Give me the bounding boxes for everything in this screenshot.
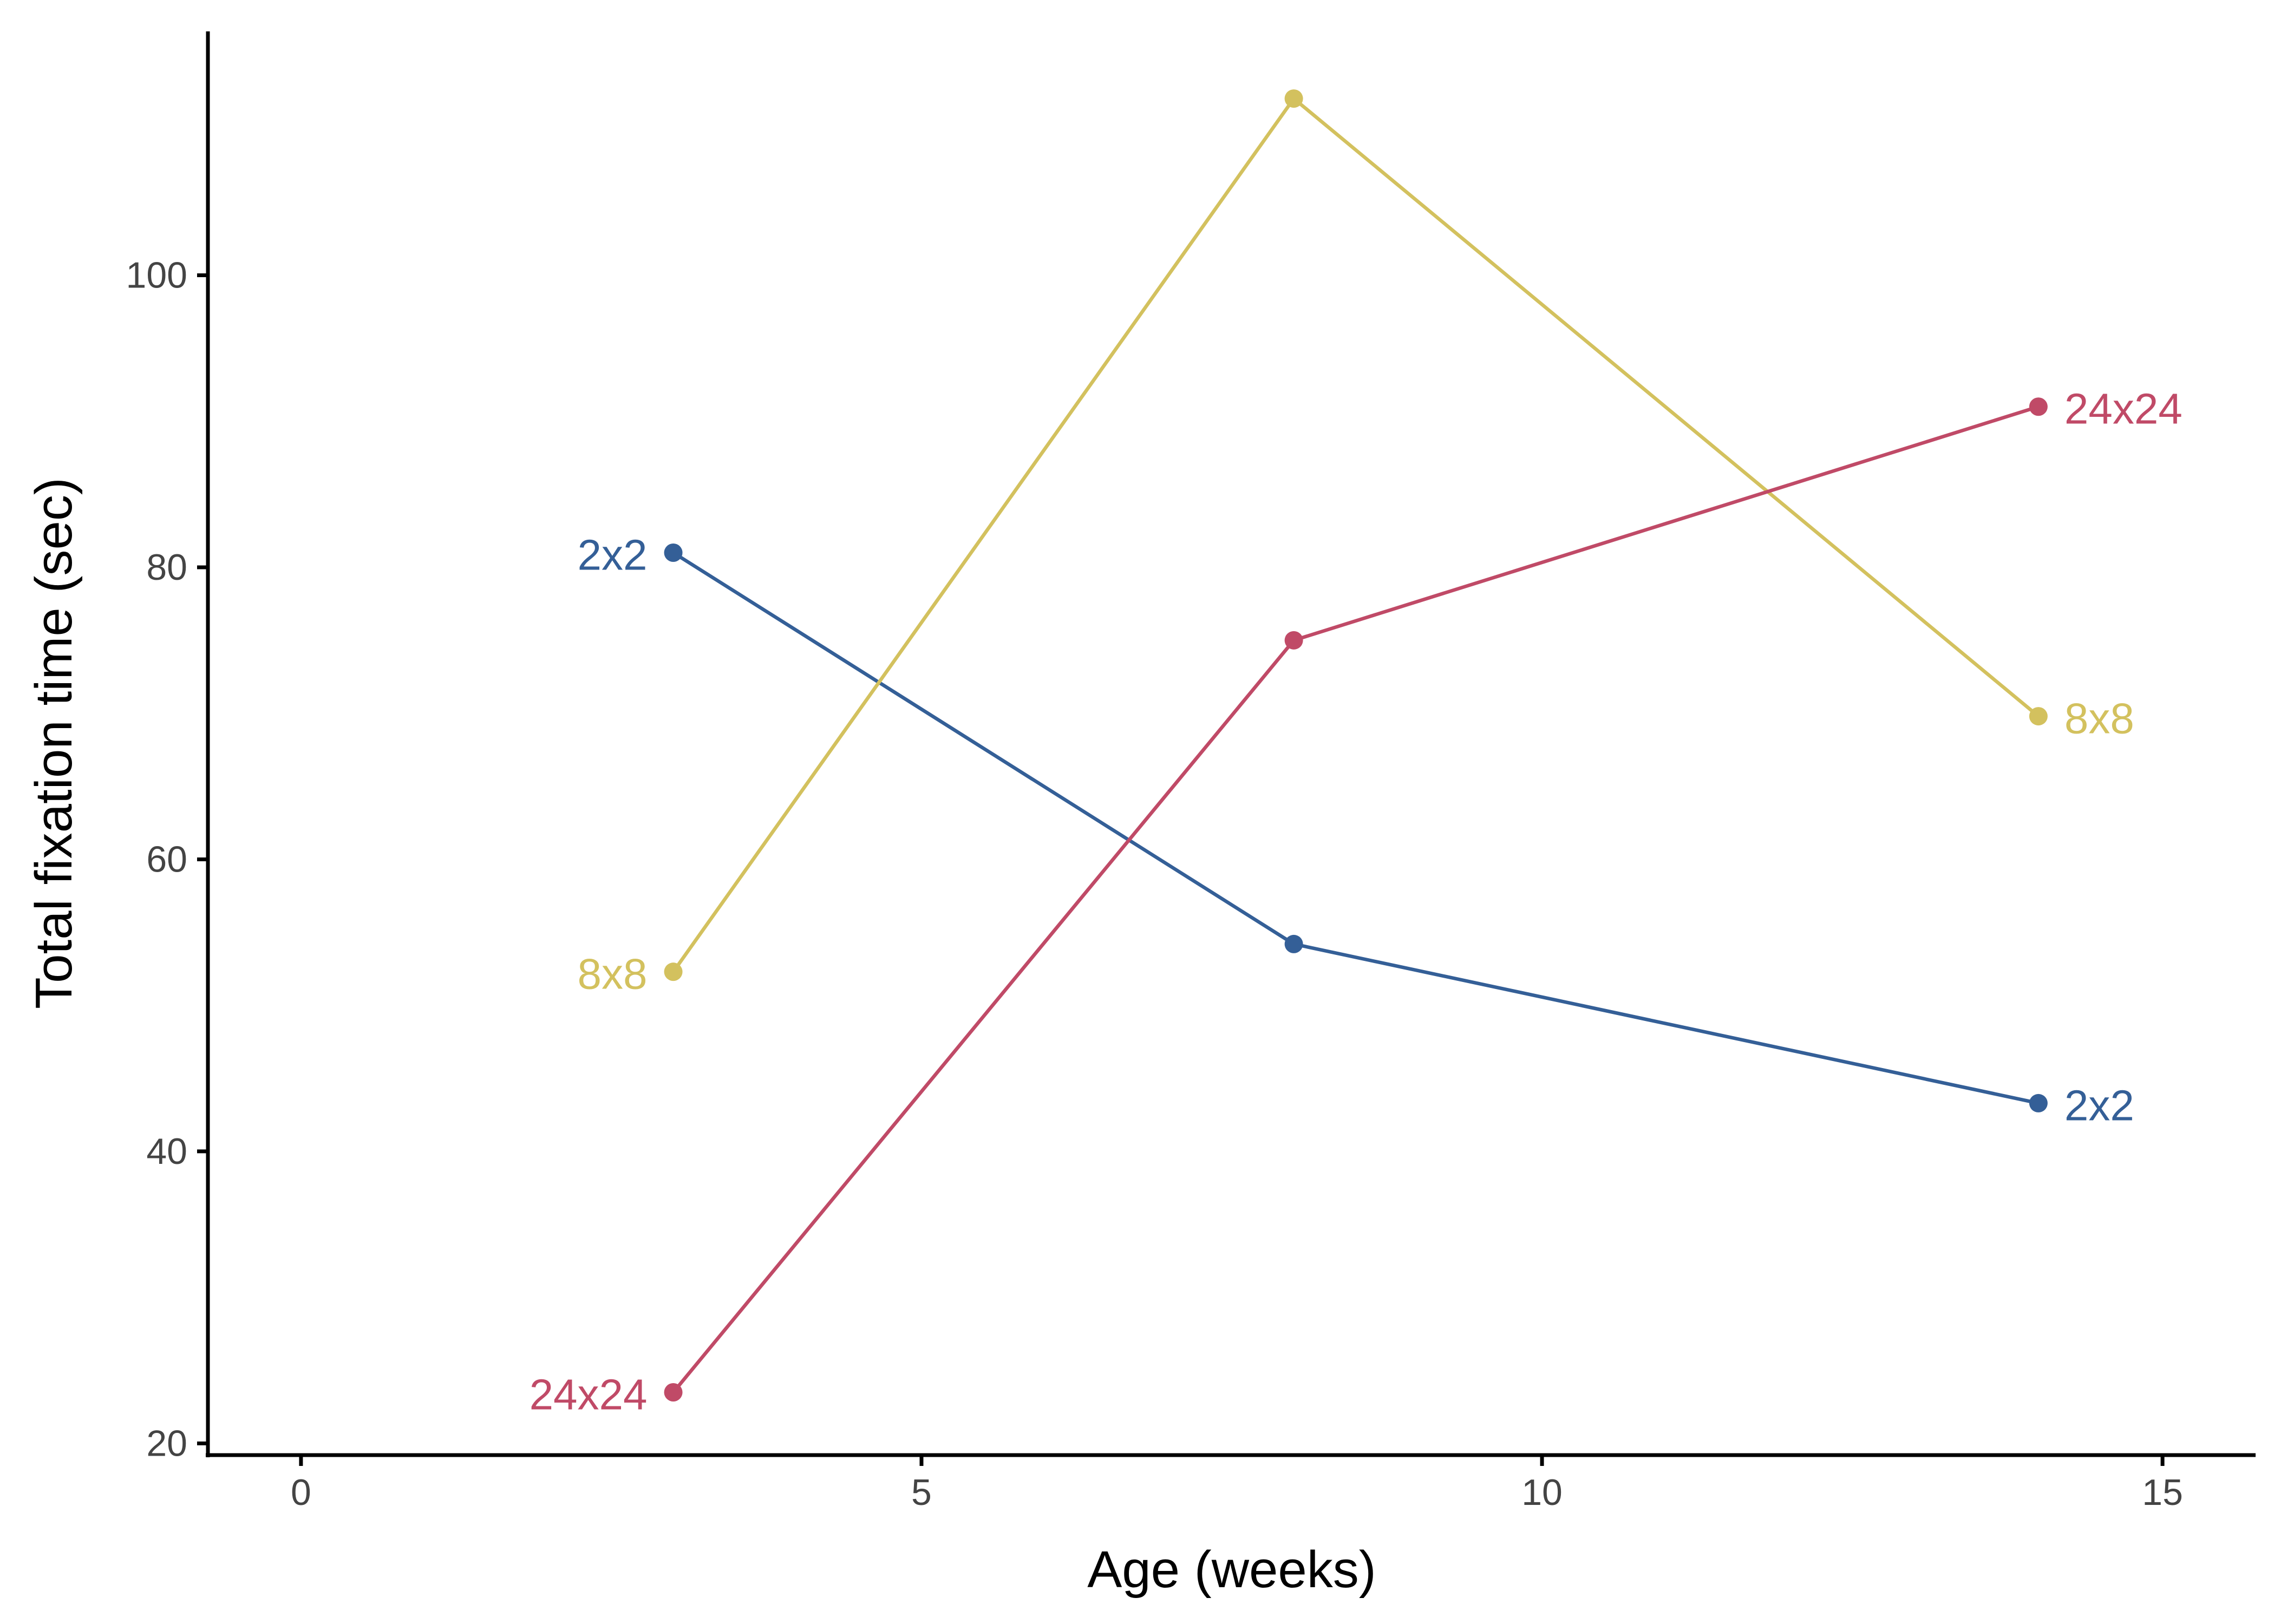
series-label-start-2x2: 2x2 xyxy=(578,531,648,579)
data-point-24x24 xyxy=(2029,397,2048,416)
x-axis-ticks: 0 5 10 15 xyxy=(291,1455,2183,1513)
y-tick-label: 40 xyxy=(146,1131,187,1172)
y-axis-title: Total fixation time (sec) xyxy=(25,477,83,1009)
series-end-labels: 2x2 2x2 8x8 8x8 24x24 24x24 xyxy=(530,385,2182,1419)
series-label-start-24x24: 24x24 xyxy=(530,1371,648,1419)
data-point-24x24 xyxy=(1284,631,1303,650)
data-point-8x8 xyxy=(1284,89,1303,108)
series-line-24x24 xyxy=(672,405,2039,1394)
y-tick-label: 80 xyxy=(146,547,187,588)
data-point-2x2 xyxy=(2029,1093,2048,1112)
x-axis-title: Age (weeks) xyxy=(1087,1541,1376,1599)
data-point-8x8 xyxy=(664,962,683,981)
data-point-8x8 xyxy=(2029,707,2048,726)
data-point-2x2 xyxy=(664,543,683,562)
x-tick-label: 5 xyxy=(911,1472,932,1513)
y-tick-label: 20 xyxy=(146,1423,187,1464)
data-point-24x24 xyxy=(664,1383,683,1402)
series-line-2x2 xyxy=(672,551,2039,1105)
y-tick-label: 100 xyxy=(126,254,187,296)
series-line-8x8 xyxy=(671,96,2040,973)
y-axis-ticks: 20 40 60 80 100 xyxy=(126,254,208,1464)
plot-series xyxy=(664,89,2048,1402)
y-tick-label: 60 xyxy=(146,839,187,880)
series-label-start-8x8: 8x8 xyxy=(578,950,648,998)
x-tick-label: 0 xyxy=(291,1472,311,1513)
data-point-2x2 xyxy=(1284,934,1303,953)
series-label-end-8x8: 8x8 xyxy=(2064,695,2134,743)
series-label-end-2x2: 2x2 xyxy=(2064,1081,2134,1129)
x-tick-label: 10 xyxy=(1521,1472,1563,1513)
x-tick-label: 15 xyxy=(2142,1472,2183,1513)
series-label-end-24x24: 24x24 xyxy=(2064,385,2182,433)
